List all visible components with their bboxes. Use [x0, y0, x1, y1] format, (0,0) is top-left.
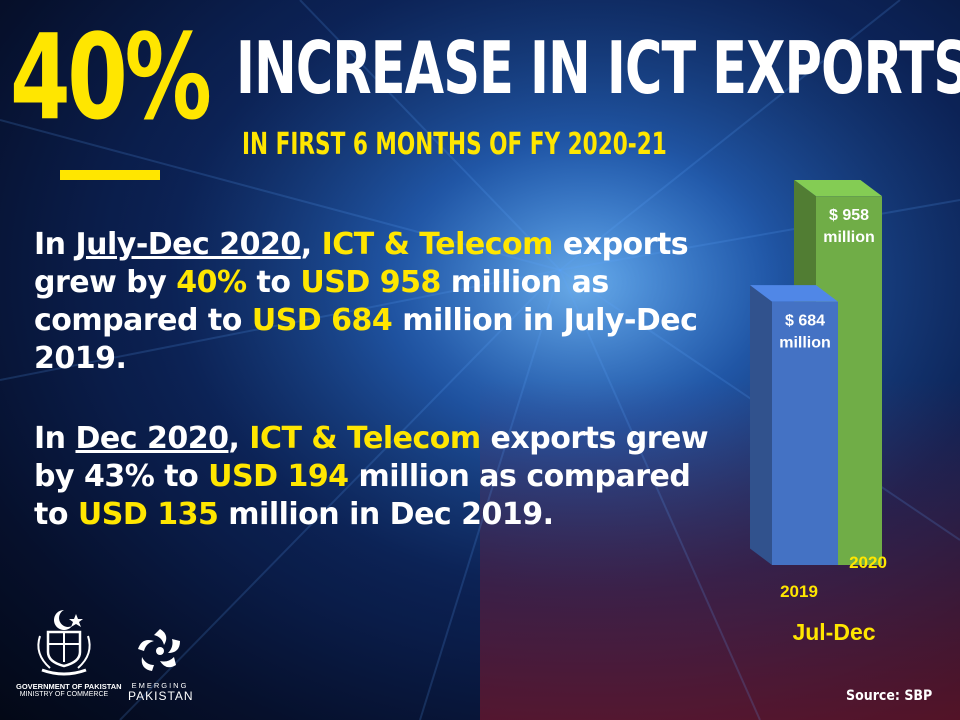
headline: INCREASE IN ICT EXPORTS [236, 26, 960, 110]
swirl-icon [138, 629, 180, 671]
category-label-2020: 2020 [849, 553, 887, 572]
bar-unit-label: million [779, 335, 831, 352]
bar-side [750, 285, 772, 565]
gov-line1: GOVERNMENT OF PAKISTAN [16, 682, 122, 691]
percent-underline [60, 170, 160, 180]
gov-line2: MINISTRY OF COMMERCE [19, 691, 109, 698]
text: million as compared to [34, 459, 691, 532]
text: In [34, 421, 76, 456]
period: July-Dec 2020 [75, 227, 301, 262]
previous-value: USD 135 [77, 497, 219, 532]
text: , [300, 227, 322, 262]
paragraph-july-dec: In July-Dec 2020, ICT & Telecom exports … [34, 226, 734, 378]
bar-top [794, 180, 882, 197]
text: exports grew by 43% to [34, 421, 709, 494]
bar-front [772, 301, 838, 565]
growth: 40% [176, 265, 247, 300]
current-value: USD 194 [208, 459, 349, 494]
emerging-pakistan-logo: EMERGING PAKISTAN [128, 625, 194, 703]
text: exports grew by [34, 227, 689, 300]
bar-value-label: $ 958 [829, 207, 869, 224]
bar-chart: $ 958 million $ 684 million 2019 2020 Jul-Dec [750, 180, 887, 645]
text: million in Dec 2019. [218, 497, 554, 532]
sector: ICT & Telecom [249, 421, 481, 456]
paragraph-dec: In Dec 2020, ICT & Telecom exports grew … [34, 420, 734, 534]
text: million as compared to [34, 265, 609, 338]
sector: ICT & Telecom [321, 227, 554, 262]
source-note: Source: SBP [846, 688, 933, 704]
government-logo: GOVERNMENT OF PAKISTAN MINISTRY OF COMME… [16, 606, 122, 698]
big-percent: 40% [10, 8, 212, 146]
text: In [34, 227, 76, 262]
bar-value-label: $ 684 [785, 313, 825, 330]
x-axis-label: Jul-Dec [792, 619, 875, 645]
period: Dec 2020 [75, 421, 229, 456]
text: million in July-Dec 2019. [34, 303, 698, 376]
bar-unit-label: million [823, 229, 875, 246]
text: , [228, 421, 250, 456]
bar-top [750, 285, 838, 302]
subheadline: IN FIRST 6 MONTHS OF FY 2020-21 [242, 127, 667, 162]
crest-icon [37, 610, 91, 676]
bar-2019 [750, 285, 838, 565]
ep-line2: PAKISTAN [128, 689, 194, 703]
ep-line1: EMERGING [131, 681, 189, 690]
previous-value: USD 684 [251, 303, 393, 338]
current-value: USD 958 [300, 265, 441, 300]
category-label-2019: 2019 [780, 582, 818, 601]
text: to [246, 265, 301, 300]
